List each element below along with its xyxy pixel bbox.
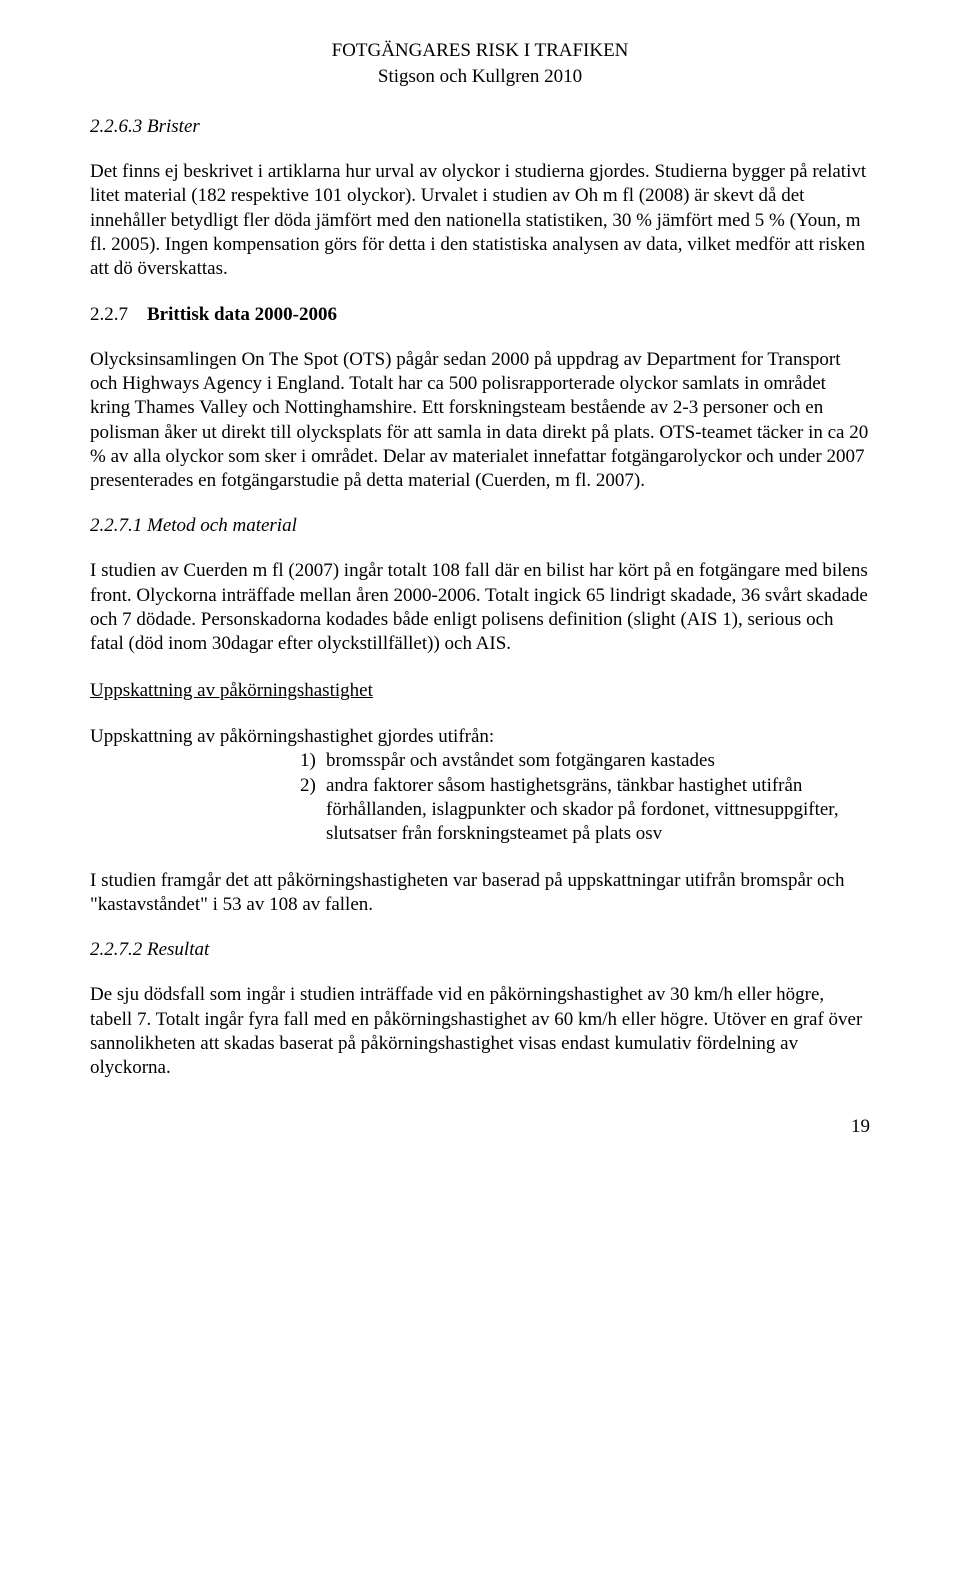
heading-2-2-7-1: 2.2.7.1 Metod och material bbox=[90, 515, 870, 537]
estimation-after: I studien framgår det att påkörningshast… bbox=[90, 869, 870, 918]
estimation-list: 1) bromsspår och avståndet som fotgängar… bbox=[90, 749, 870, 846]
doc-header-subtitle: Stigson och Kullgren 2010 bbox=[90, 66, 870, 88]
list-item: 1) bromsspår och avståndet som fotgängar… bbox=[300, 749, 870, 773]
estimation-title-text: Uppskattning av påkörningshastighet bbox=[90, 680, 373, 701]
estimation-title: Uppskattning av påkörningshastighet bbox=[90, 679, 870, 703]
heading-2-2-7-number: 2.2.7 bbox=[90, 304, 128, 325]
heading-2-2-7: 2.2.7 Brittisk data 2000-2006 bbox=[90, 304, 870, 326]
heading-2-2-7-2: 2.2.7.2 Resultat bbox=[90, 939, 870, 961]
para-2-2-6-3: Det finns ej beskrivet i artiklarna hur … bbox=[90, 160, 870, 282]
para-2-2-7-1: I studien av Cuerden m fl (2007) ingår t… bbox=[90, 559, 870, 656]
heading-2-2-7-title: Brittisk data 2000-2006 bbox=[147, 304, 337, 325]
heading-2-2-6-3: 2.2.6.3 Brister bbox=[90, 116, 870, 138]
list-marker: 1) bbox=[300, 749, 326, 773]
para-2-2-7-2: De sju dödsfall som ingår i studien intr… bbox=[90, 983, 870, 1080]
estimation-intro: Uppskattning av påkörningshastighet gjor… bbox=[90, 725, 870, 749]
para-2-2-7: Olycksinsamlingen On The Spot (OTS) pågå… bbox=[90, 348, 870, 494]
page-number: 19 bbox=[90, 1116, 870, 1138]
doc-header-title: FOTGÄNGARES RISK I TRAFIKEN bbox=[90, 40, 870, 62]
list-marker: 2) bbox=[300, 774, 326, 847]
list-item: 2) andra faktorer såsom hastighetsgräns,… bbox=[300, 774, 870, 847]
list-text: bromsspår och avståndet som fotgängaren … bbox=[326, 749, 870, 773]
list-text: andra faktorer såsom hastighetsgräns, tä… bbox=[326, 774, 870, 847]
